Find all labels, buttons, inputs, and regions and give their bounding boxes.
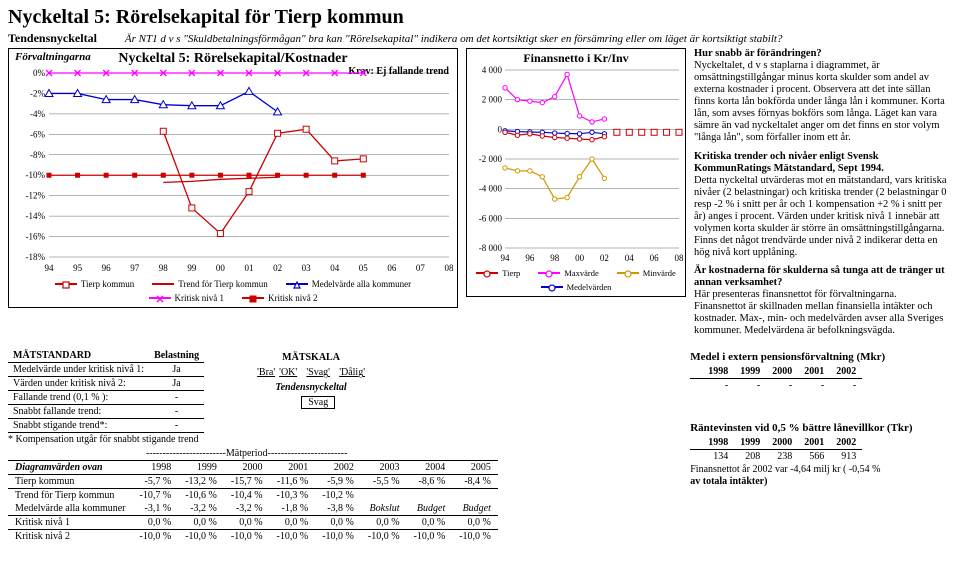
chart-main-box: Förvaltningarna Nyckeltal 5: Rörelsekapi… bbox=[8, 48, 458, 308]
legend-item: Tierp bbox=[476, 268, 520, 278]
svg-text:08: 08 bbox=[445, 263, 455, 273]
right-h1: Hur snabb är förändringen? bbox=[694, 48, 822, 59]
chart-finans-legend: Tierp Maxvärde Minvärde Medelvärden bbox=[467, 264, 685, 296]
svg-text:2 000: 2 000 bbox=[482, 95, 503, 105]
svg-text:-6 000: -6 000 bbox=[479, 213, 503, 223]
chart-finans-title: Finansnetto i Kr/Inv bbox=[467, 51, 685, 66]
svg-text:07: 07 bbox=[416, 263, 426, 273]
svg-text:94: 94 bbox=[45, 263, 55, 273]
legend-item: Minvärde bbox=[617, 268, 676, 278]
svg-text:0: 0 bbox=[498, 124, 503, 134]
matskala-table: MÄTSKALA 'Bra' 'OK' 'Svag' 'Dålig' Tende… bbox=[254, 349, 368, 411]
svg-text:-4%: -4% bbox=[30, 109, 45, 119]
svg-text:99: 99 bbox=[187, 263, 197, 273]
svg-text:04: 04 bbox=[330, 263, 340, 273]
right-p2: Detta nyckeltal utvärderas mot en mätsta… bbox=[694, 175, 947, 258]
svg-text:96: 96 bbox=[525, 253, 535, 263]
rtable1: 19981999200020012002----- bbox=[690, 365, 862, 392]
legend-item: Medelvärden bbox=[541, 282, 612, 292]
svg-text:01: 01 bbox=[245, 263, 254, 273]
svg-text:00: 00 bbox=[216, 263, 226, 273]
right-p3: Här presenteras finansnettot för förvalt… bbox=[694, 289, 943, 336]
chart-finans-area: 4 000 2 000 0 -2 000 -4 000 -6 000 -8 00094 96 9… bbox=[467, 66, 685, 264]
legend-item: Medelvärde alla kommuner bbox=[286, 279, 411, 289]
svg-text:02: 02 bbox=[273, 263, 282, 273]
svg-text:4 000: 4 000 bbox=[482, 66, 503, 75]
right-prose: Hur snabb är förändringen?Nyckeltalet, d… bbox=[694, 48, 948, 343]
page-title: Nyckeltal 5: Rörelsekapital för Tierp ko… bbox=[8, 6, 952, 29]
rtable2-foot2: av totala intäkter) bbox=[690, 476, 952, 487]
matstandard-footnote: * Kompensation utgår för snabbt stigande… bbox=[8, 434, 682, 445]
subhead-lead: Tendensnyckeltal bbox=[8, 31, 97, 46]
svg-text:-14%: -14% bbox=[26, 211, 46, 221]
right-h3: Är kostnaderna för skulderna så tunga at… bbox=[694, 265, 945, 288]
legend-item: Kritisk nivå 2 bbox=[242, 293, 318, 303]
chart-finans-box: Finansnetto i Kr/Inv 4 000 2 000 0 -2 000 -4… bbox=[466, 48, 686, 297]
rtable2-foot1: Finansnettot år 2002 var -4,64 milj kr (… bbox=[690, 464, 952, 475]
right-h2: Kritiska trender och nivåer enligt Svens… bbox=[694, 151, 884, 174]
chart-main-legend: Tierp kommun Trend för Tierp kommun Medelv… bbox=[9, 275, 457, 307]
svg-text:05: 05 bbox=[359, 263, 369, 273]
svg-text:-12%: -12% bbox=[26, 191, 46, 201]
svg-text:04: 04 bbox=[625, 253, 635, 263]
svg-text:96: 96 bbox=[102, 263, 112, 273]
svg-text:-8 000: -8 000 bbox=[479, 243, 503, 253]
rtable2-title: Räntevinsten vid 0,5 % bättre lånevillko… bbox=[690, 422, 952, 434]
svg-text:00: 00 bbox=[575, 253, 585, 263]
svg-text:97: 97 bbox=[130, 263, 140, 273]
subhead-question: Är NT1 d v s "Skuldbetalningsförmågan" b… bbox=[125, 33, 783, 45]
svg-text:98: 98 bbox=[159, 263, 169, 273]
chart-main-area: 0% -2% -4% -6% -8% -10% -12% -14% -16% -18%94 95 96… bbox=[9, 67, 457, 275]
right-p1: Nyckeltalet, d v s staplarna i diagramme… bbox=[694, 60, 945, 143]
legend-item: Tierp kommun bbox=[55, 279, 134, 289]
svg-text:03: 03 bbox=[302, 263, 312, 273]
chart-main-boxlabel: Förvaltningarna bbox=[15, 51, 91, 63]
svg-text:0%: 0% bbox=[33, 68, 46, 78]
svg-text:-16%: -16% bbox=[26, 232, 46, 242]
legend-item: Trend för Tierp kommun bbox=[152, 279, 267, 289]
svg-text:06: 06 bbox=[387, 263, 397, 273]
rtable2: 19981999200020012002134208238566913 bbox=[690, 436, 862, 463]
legend-item: Maxvärde bbox=[538, 268, 598, 278]
svg-text:-4 000: -4 000 bbox=[479, 184, 503, 194]
svg-text:-8%: -8% bbox=[30, 150, 45, 160]
svg-text:06: 06 bbox=[650, 253, 660, 263]
svg-text:-2%: -2% bbox=[30, 88, 45, 98]
diagram-values-table: ------------------------Mätperiod-------… bbox=[8, 447, 498, 543]
matstandard-table: MÄTSTANDARDBelastning Medelvärde under k… bbox=[8, 349, 204, 433]
svg-text:-2 000: -2 000 bbox=[479, 154, 503, 164]
svg-text:08: 08 bbox=[675, 253, 685, 263]
svg-text:95: 95 bbox=[73, 263, 83, 273]
svg-text:98: 98 bbox=[550, 253, 560, 263]
svg-text:-6%: -6% bbox=[30, 129, 45, 139]
svg-text:-10%: -10% bbox=[26, 170, 46, 180]
svg-text:02: 02 bbox=[600, 253, 609, 263]
svg-text:94: 94 bbox=[501, 253, 511, 263]
legend-item: Kritisk nivå 1 bbox=[149, 293, 225, 303]
svg-text:-18%: -18% bbox=[26, 252, 46, 262]
rtable1-title: Medel i extern pensionsförvaltning (Mkr) bbox=[690, 351, 952, 363]
